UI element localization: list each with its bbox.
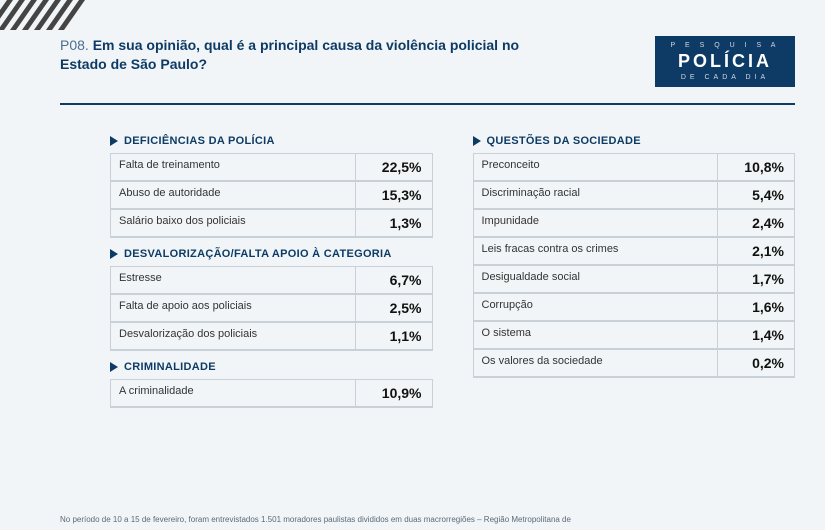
table-row: Salário baixo dos policiais1,3%: [110, 209, 433, 237]
page-header: P08. Em sua opinião, qual é a principal …: [0, 0, 825, 97]
row-value: 15,3%: [356, 182, 432, 208]
section-title: DESVALORIZAÇÃO/FALTA APOIO À CATEGORIA: [110, 248, 433, 260]
table-row: Discriminação racial5,4%: [473, 181, 796, 209]
row-value: 0,2%: [718, 350, 794, 376]
table-row: Corrupção1,6%: [473, 293, 796, 321]
row-label: Impunidade: [474, 210, 719, 236]
row-label: Desigualdade social: [474, 266, 719, 292]
question-block: P08. Em sua opinião, qual é a principal …: [60, 36, 520, 74]
row-label: Desvalorização dos policiais: [111, 323, 356, 349]
question-code: P08.: [60, 37, 89, 53]
row-value: 5,4%: [718, 182, 794, 208]
arrow-right-icon: [110, 249, 118, 259]
table-row: Falta de treinamento22,5%: [110, 153, 433, 181]
section-title-label: DEFICIÊNCIAS DA POLÍCIA: [124, 135, 275, 147]
table-rows: Falta de treinamento22,5%Abuso de autori…: [110, 153, 433, 238]
arrow-right-icon: [473, 136, 481, 146]
table-row: Os valores da sociedade0,2%: [473, 349, 796, 377]
table-row: Estresse6,7%: [110, 266, 433, 294]
row-value: 10,9%: [356, 380, 432, 406]
table-row: Abuso de autoridade15,3%: [110, 181, 433, 209]
row-value: 10,8%: [718, 154, 794, 180]
table-row: Impunidade2,4%: [473, 209, 796, 237]
table-row: Falta de apoio aos policiais2,5%: [110, 294, 433, 322]
row-label: A criminalidade: [111, 380, 356, 406]
table-row: Desvalorização dos policiais1,1%: [110, 322, 433, 350]
row-label: Discriminação racial: [474, 182, 719, 208]
row-label: Abuso de autoridade: [111, 182, 356, 208]
table-row: Leis fracas contra os crimes2,1%: [473, 237, 796, 265]
flag-pattern: [0, 0, 120, 30]
table-row: Preconceito10,8%: [473, 153, 796, 181]
row-label: O sistema: [474, 322, 719, 348]
table-rows: Estresse6,7%Falta de apoio aos policiais…: [110, 266, 433, 351]
row-value: 2,1%: [718, 238, 794, 264]
logo-badge: P E S Q U I S A POLÍCIA DE CADA DIA: [655, 36, 795, 87]
question-text: Em sua opinião, qual é a principal causa…: [60, 37, 519, 72]
row-label: Falta de apoio aos policiais: [111, 295, 356, 321]
row-value: 1,3%: [356, 210, 432, 236]
section-title: DEFICIÊNCIAS DA POLÍCIA: [110, 135, 433, 147]
row-value: 2,5%: [356, 295, 432, 321]
row-label: Salário baixo dos policiais: [111, 210, 356, 236]
arrow-right-icon: [110, 136, 118, 146]
table-rows: Preconceito10,8%Discriminação racial5,4%…: [473, 153, 796, 378]
column-left: DEFICIÊNCIAS DA POLÍCIA Falta de treiname…: [110, 135, 433, 416]
section-title-label: QUESTÕES DA SOCIEDADE: [487, 135, 641, 147]
table-row: A criminalidade10,9%: [110, 379, 433, 407]
row-value: 1,1%: [356, 323, 432, 349]
row-label: Preconceito: [474, 154, 719, 180]
section-title: CRIMINALIDADE: [110, 361, 433, 373]
logo-main: POLÍCIA: [665, 49, 785, 74]
logo-bottom: DE CADA DIA: [665, 74, 785, 81]
section-title-label: DESVALORIZAÇÃO/FALTA APOIO À CATEGORIA: [124, 248, 392, 260]
row-label: Os valores da sociedade: [474, 350, 719, 376]
row-label: Falta de treinamento: [111, 154, 356, 180]
section-title-label: CRIMINALIDADE: [124, 361, 216, 373]
row-value: 1,4%: [718, 322, 794, 348]
row-value: 1,6%: [718, 294, 794, 320]
row-label: Corrupção: [474, 294, 719, 320]
footnote-text: No período de 10 a 15 de fevereiro, fora…: [60, 515, 795, 524]
row-value: 22,5%: [356, 154, 432, 180]
row-label: Leis fracas contra os crimes: [474, 238, 719, 264]
content-area: DEFICIÊNCIAS DA POLÍCIA Falta de treiname…: [0, 105, 825, 416]
logo-top: P E S Q U I S A: [665, 42, 785, 49]
column-right: QUESTÕES DA SOCIEDADE Preconceito10,8%Dis…: [473, 135, 796, 416]
row-label: Estresse: [111, 267, 356, 293]
section-title: QUESTÕES DA SOCIEDADE: [473, 135, 796, 147]
arrow-right-icon: [110, 362, 118, 372]
table-row: Desigualdade social1,7%: [473, 265, 796, 293]
row-value: 2,4%: [718, 210, 794, 236]
row-value: 6,7%: [356, 267, 432, 293]
table-row: O sistema1,4%: [473, 321, 796, 349]
row-value: 1,7%: [718, 266, 794, 292]
table-rows: A criminalidade10,9%: [110, 379, 433, 408]
